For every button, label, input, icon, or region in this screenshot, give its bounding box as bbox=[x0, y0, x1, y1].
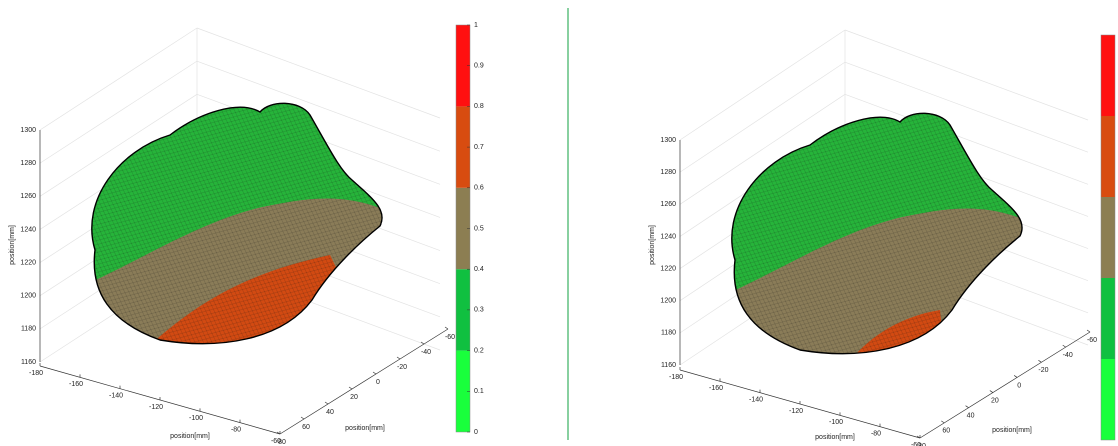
y-tick-label: 0 bbox=[1017, 382, 1021, 389]
grid-line bbox=[40, 28, 197, 130]
z-tick-label: 1240 bbox=[20, 226, 36, 233]
x-tick-label: -180 bbox=[29, 370, 43, 377]
y-tick-label: -40 bbox=[1063, 352, 1073, 359]
z-tick-label: 1280 bbox=[20, 160, 36, 167]
y-tick bbox=[397, 357, 400, 359]
colorbar-tick-label: 0.1 bbox=[474, 388, 484, 395]
z-tick-label: 1300 bbox=[20, 127, 36, 134]
y-tick bbox=[349, 387, 352, 389]
x-tick-label: -80 bbox=[231, 427, 241, 434]
z-tick-label: 1260 bbox=[660, 201, 676, 208]
y-tick-label: -20 bbox=[1038, 367, 1048, 374]
y-tick-label: 60 bbox=[942, 428, 950, 435]
x-tick-label: -180 bbox=[669, 374, 683, 381]
y-tick-label: -60 bbox=[445, 334, 455, 341]
z-tick-label: 1280 bbox=[660, 169, 676, 176]
y-axis bbox=[920, 332, 1090, 438]
colorbar-tick-label: 0.6 bbox=[474, 185, 484, 192]
x-tick-label: -140 bbox=[109, 393, 123, 400]
colorbar-band bbox=[1101, 197, 1115, 278]
x-tick-label: -100 bbox=[829, 419, 843, 426]
y-tick-label: 20 bbox=[991, 397, 999, 404]
z-tick-label: 1240 bbox=[660, 233, 676, 240]
y-tick-label: 40 bbox=[326, 409, 334, 416]
y-axis-label: position[mm] bbox=[992, 427, 1032, 434]
grid-line bbox=[845, 30, 1088, 120]
z-tick-label: 1200 bbox=[20, 293, 36, 300]
z-tick-label: 1180 bbox=[661, 330, 676, 337]
z-tick-label: 1160 bbox=[21, 359, 36, 366]
y-tick bbox=[1087, 330, 1090, 332]
z-tick-label: 1300 bbox=[660, 137, 676, 144]
y-axis-label: position[mm] bbox=[345, 425, 385, 432]
y-tick bbox=[1063, 345, 1066, 347]
colorbar-band bbox=[1101, 116, 1115, 197]
x-tick-label: -80 bbox=[871, 431, 881, 438]
colorbar-tick-label: 0.7 bbox=[474, 144, 484, 151]
mesh-left bbox=[60, 90, 400, 400]
y-tick bbox=[941, 421, 944, 423]
y-tick-label: 20 bbox=[350, 394, 358, 401]
colorbar-tick-label: 0.8 bbox=[474, 103, 484, 110]
y-tick-label: 80 bbox=[278, 439, 286, 446]
y-tick bbox=[373, 372, 376, 374]
x-axis-label: position[mm] bbox=[170, 433, 210, 440]
x-tick-label: -120 bbox=[149, 404, 163, 411]
x-tick-label: -140 bbox=[749, 397, 763, 404]
y-tick bbox=[1038, 360, 1041, 362]
colorbar-band bbox=[1101, 35, 1115, 116]
y-tick bbox=[325, 402, 328, 404]
mesh-right bbox=[700, 100, 1040, 410]
colorbar-tick-label: 0.2 bbox=[474, 347, 484, 354]
y-tick bbox=[301, 417, 304, 419]
y-tick-label: -60 bbox=[1087, 337, 1097, 344]
y-tick bbox=[1014, 375, 1017, 377]
grid-line bbox=[680, 30, 845, 140]
y-tick bbox=[445, 327, 448, 329]
y-tick-label: 60 bbox=[302, 424, 310, 431]
y-tick-label: 0 bbox=[376, 379, 380, 386]
grid-line bbox=[197, 28, 440, 118]
z-tick-label: 1200 bbox=[660, 298, 676, 305]
z-axis-label: position[mm] bbox=[649, 225, 656, 265]
x-axis-label: position[mm] bbox=[815, 434, 855, 441]
x-tick-label: -100 bbox=[189, 415, 203, 422]
z-axis-label: position[mm] bbox=[9, 225, 16, 265]
y-tick-label: -20 bbox=[397, 364, 407, 371]
x-tick-label: -120 bbox=[789, 408, 803, 415]
y-tick bbox=[966, 406, 969, 408]
colorbar-band bbox=[1101, 278, 1115, 359]
colorbar-tick-label: 0.5 bbox=[474, 225, 484, 232]
y-tick-label: 40 bbox=[967, 413, 975, 420]
y-tick-label: -40 bbox=[421, 349, 431, 356]
z-tick-label: 1180 bbox=[21, 326, 36, 333]
colorbar-tick-label: 0.4 bbox=[474, 266, 484, 273]
colorbar-tick-label: 0.9 bbox=[474, 63, 484, 70]
y-axis bbox=[280, 329, 448, 434]
colorbar-tick-label: 0.3 bbox=[474, 307, 484, 314]
z-tick-label: 1220 bbox=[20, 259, 36, 266]
z-tick-label: 1260 bbox=[20, 193, 36, 200]
figure: 11601180120012201240126012801300-180-160… bbox=[0, 0, 1118, 446]
z-tick-label: 1220 bbox=[660, 265, 676, 272]
x-tick-label: -160 bbox=[69, 381, 83, 388]
colorbar-band bbox=[1101, 359, 1115, 440]
x-tick-label: -160 bbox=[709, 385, 723, 392]
colorbar-tick-label: 1 bbox=[474, 22, 478, 29]
colorbar-tick-label: 0 bbox=[474, 429, 478, 436]
z-tick-label: 1160 bbox=[661, 362, 676, 369]
y-tick bbox=[990, 391, 993, 393]
